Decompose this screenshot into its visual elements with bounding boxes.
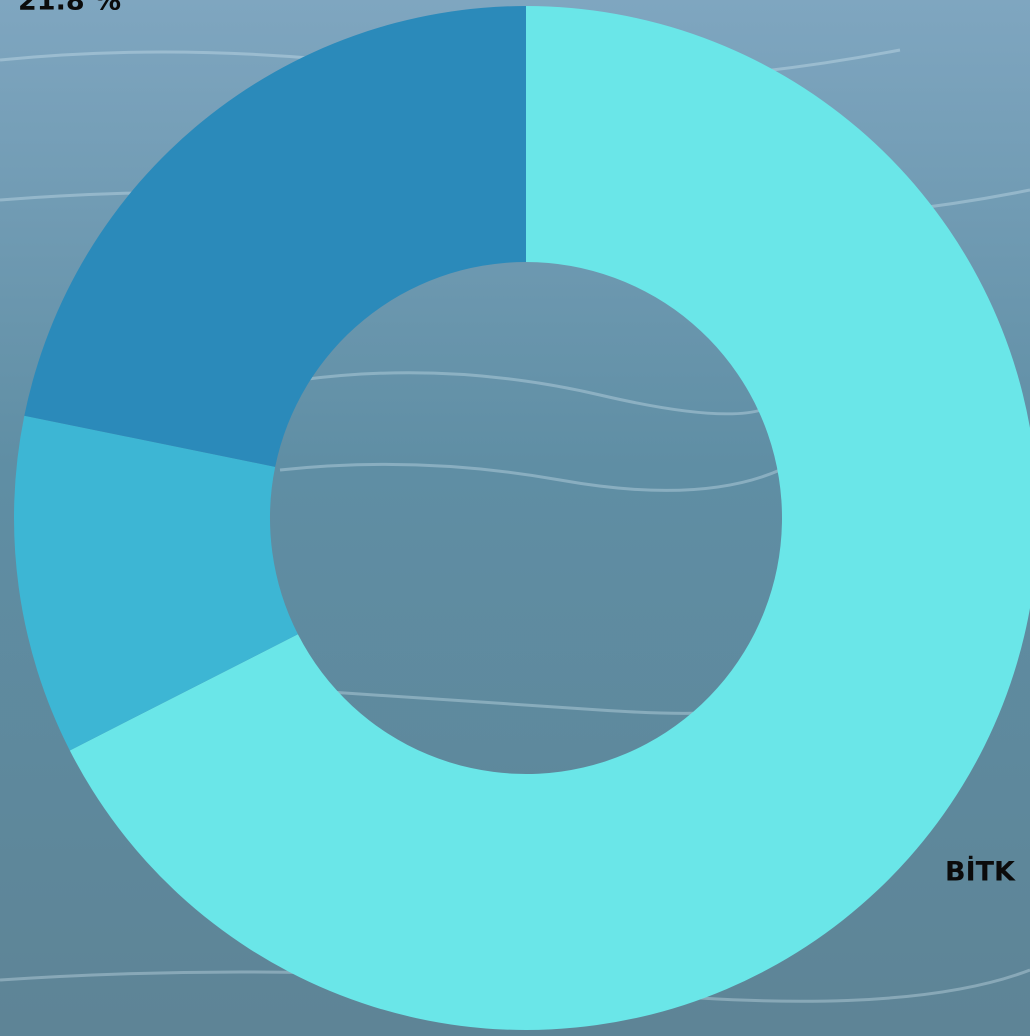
chart: 21.8 % BİTK [0,0,1030,1036]
page: {"chart_data": {"type": "donut", "catego… [0,0,1030,1036]
value-label: 21.8 % [18,0,121,17]
category-label: BİTK [945,856,1016,888]
